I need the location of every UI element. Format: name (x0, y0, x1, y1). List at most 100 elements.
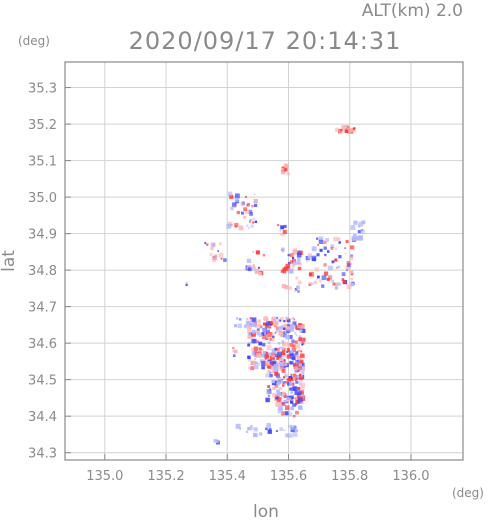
data-points-layer (185, 125, 366, 445)
data-point (280, 394, 284, 397)
data-point (341, 127, 347, 133)
data-point (267, 359, 271, 363)
data-point (252, 338, 257, 344)
data-point (337, 265, 340, 269)
data-point (318, 239, 324, 244)
data-point (294, 429, 298, 432)
data-point (301, 364, 304, 366)
data-point (256, 340, 260, 343)
data-point (296, 360, 299, 362)
data-point (281, 391, 286, 396)
data-point (233, 349, 238, 354)
data-point (237, 323, 242, 328)
data-point (351, 270, 354, 273)
data-point (246, 258, 252, 263)
data-point (299, 394, 303, 397)
data-point (301, 343, 304, 346)
data-point (262, 351, 268, 356)
data-point (266, 345, 272, 350)
data-point (352, 236, 358, 241)
data-point (286, 350, 289, 353)
y-axis-label: lat (0, 250, 19, 272)
data-point (252, 250, 255, 253)
data-point (342, 279, 347, 284)
data-point (246, 324, 252, 330)
data-point (286, 396, 290, 400)
data-point (243, 215, 247, 219)
data-point (252, 219, 254, 221)
data-point (295, 351, 299, 355)
data-point (243, 207, 247, 212)
data-point (307, 256, 311, 260)
data-point (288, 376, 293, 380)
data-point (271, 317, 275, 322)
data-point (249, 318, 253, 322)
data-point (335, 127, 340, 132)
data-point (272, 393, 277, 398)
data-point (270, 365, 275, 370)
data-point (347, 130, 352, 134)
data-point (330, 244, 335, 249)
data-point (282, 267, 284, 270)
data-point (316, 253, 320, 257)
data-point (332, 282, 336, 286)
data-point (357, 235, 363, 241)
data-point (279, 361, 284, 366)
data-point (283, 320, 286, 323)
data-point (269, 373, 273, 378)
data-point (266, 392, 270, 395)
data-point (298, 373, 302, 376)
data-point (298, 405, 303, 410)
data-point (285, 263, 291, 269)
data-point (261, 361, 267, 366)
data-point (290, 350, 294, 354)
data-point (279, 317, 285, 322)
data-point (334, 258, 338, 262)
data-point (253, 193, 256, 196)
data-point (294, 289, 297, 293)
data-point (297, 290, 300, 293)
data-point (251, 350, 255, 354)
data-point (254, 361, 258, 365)
data-point (267, 370, 270, 372)
data-point (293, 414, 296, 418)
data-point (213, 439, 218, 443)
y-tick-label: 35.1 (28, 155, 57, 170)
data-point (286, 411, 288, 413)
data-point (272, 387, 275, 390)
data-point (211, 243, 216, 247)
data-point (282, 251, 284, 253)
data-point (294, 369, 299, 373)
data-point (295, 343, 301, 349)
data-point (251, 317, 257, 323)
data-point (292, 317, 295, 320)
data-point (335, 282, 339, 286)
data-point (265, 332, 268, 335)
data-point (283, 267, 286, 271)
data-point (269, 323, 272, 326)
data-point (289, 260, 294, 264)
data-point (272, 353, 275, 356)
data-point (280, 346, 282, 349)
data-point (317, 275, 320, 279)
data-point (290, 400, 294, 404)
data-point (252, 322, 257, 327)
data-point (254, 220, 258, 223)
data-point (250, 348, 254, 351)
data-point (274, 332, 277, 334)
data-point (247, 427, 251, 431)
data-point (297, 266, 302, 271)
data-point (266, 370, 271, 374)
data-point (249, 212, 253, 216)
data-point (294, 288, 298, 291)
data-point (299, 386, 305, 392)
data-point (285, 393, 288, 395)
data-point (287, 254, 290, 257)
data-point (350, 245, 354, 250)
timestamp-title: 2020/09/17 20:14:31 (129, 27, 402, 55)
y-tick-label: 35.0 (28, 191, 57, 206)
data-point (276, 326, 282, 332)
data-point (346, 269, 348, 271)
data-point (311, 282, 314, 285)
data-point (292, 261, 297, 266)
